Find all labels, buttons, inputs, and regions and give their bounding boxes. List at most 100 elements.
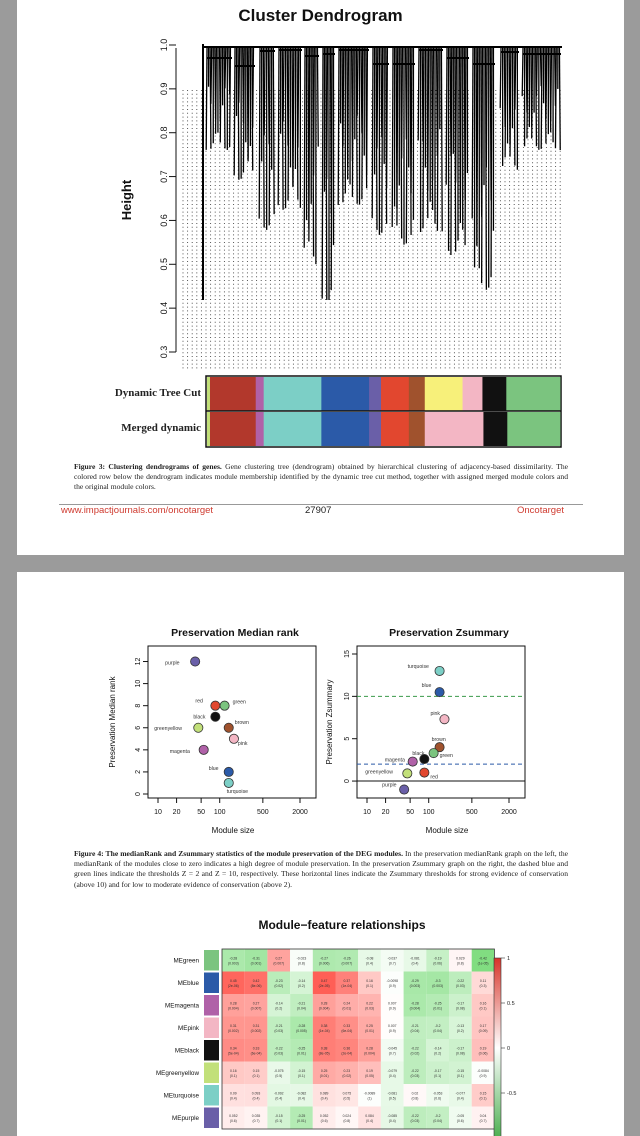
heatmap-cell-pvalue: (1e-04) — [341, 984, 352, 988]
heatmap-cell — [471, 1106, 495, 1129]
heatmap-cell-value: -0.15 — [298, 1069, 306, 1073]
heatmap-cell-value: -0.28 — [411, 1001, 419, 1005]
heatmap-cell-pvalue: (0.4) — [389, 1074, 396, 1078]
heatmap-cell-value: -0.23 — [275, 979, 283, 983]
heatmap-cell-value: -0.15 — [456, 1069, 464, 1073]
heatmap-cell — [290, 1016, 313, 1039]
heatmap-cell-value: -0.0089 — [364, 1091, 376, 1095]
heatmap-cell — [449, 1084, 472, 1107]
heatmap-row-label: MEturquoise — [164, 1092, 200, 1099]
heatmap-cell-pvalue: (0.03) — [274, 1029, 283, 1033]
heatmap-cell-value: 0.035 — [252, 1114, 261, 1118]
heatmap-cell-pvalue: (0.03) — [274, 1051, 283, 1055]
module-feature-heatmap: MEgreen -0.28(0.003)-0.31(0.001)0.27(0.00… — [156, 948, 516, 1136]
heatmap-cell-value: 0.024 — [343, 1114, 352, 1118]
heatmap-cell-pvalue: (0.4) — [321, 1096, 328, 1100]
heatmap-cell — [222, 949, 245, 972]
footer-journal-url[interactable]: www.impactjournals.com/oncotarget — [61, 505, 214, 516]
heatmap-cell-pvalue: (0.004) — [364, 1051, 375, 1055]
heatmap-cell-pvalue: (0.01) — [320, 1074, 329, 1078]
heatmap-row-label: MEpurple — [172, 1115, 199, 1122]
heatmap-cell — [290, 1106, 313, 1129]
heatmap-cell-value: -0.15 — [275, 1114, 283, 1118]
heatmap-cell — [244, 1039, 268, 1062]
heatmap-cell-pvalue: (0.01) — [365, 1029, 374, 1033]
zsummary-point-label: purple — [382, 783, 397, 789]
y-tick-label: 10 — [135, 680, 142, 688]
heatmap-row-label: MEmagenta — [165, 1002, 199, 1009]
heatmap-cell — [290, 994, 313, 1017]
heatmap-cell-value: -0.045 — [387, 1046, 397, 1050]
figure-3-caption-body: Gene clustering tree (dendrogram) obtain… — [74, 462, 568, 492]
module-color-segment — [263, 377, 322, 411]
heatmap-cell-value: -0.28 — [229, 956, 237, 960]
module-color-segment — [381, 377, 410, 411]
heatmap-cell — [426, 971, 449, 994]
heatmap-cell — [449, 1061, 472, 1084]
dendrogram-y-tick: 0.9 — [159, 83, 169, 96]
heatmap-cell-value: 0.084 — [365, 1114, 374, 1118]
heatmap-cell-pvalue: (0.1) — [366, 984, 373, 988]
median-rank-y-label: Preservation Median rank — [108, 675, 117, 767]
heatmap-cell-pvalue: (0.006) — [319, 961, 330, 965]
x-tick-label: 100 — [423, 809, 435, 816]
heatmap-cell-pvalue: (0.01) — [297, 1051, 306, 1055]
heatmap-cell-pvalue: (0.7) — [480, 1119, 487, 1123]
heatmap-cell — [267, 994, 291, 1017]
heatmap-cell-pvalue: (0.1) — [457, 1074, 464, 1078]
heatmap-cell — [449, 949, 472, 972]
heatmap-cell-value: 0.33 — [253, 1046, 260, 1050]
heatmap-cell — [222, 1106, 245, 1129]
heatmap-cell — [244, 994, 268, 1017]
heatmap-cell-value: 0.052 — [320, 1114, 329, 1118]
heatmap-cell-value: 0.052 — [229, 1114, 238, 1118]
heatmap-cell — [335, 971, 359, 994]
module-color-segment — [255, 412, 265, 446]
heatmap-cell-pvalue: (2e-05) — [319, 984, 330, 988]
heatmap-cell-pvalue: (0.007) — [341, 961, 352, 965]
dendrogram-y-ticks: 1.0 0.9 0.8 0.7 0.6 0.5 0.4 0.3 — [159, 39, 176, 358]
heatmap-cell-value: 0.22 — [366, 1001, 373, 1005]
heatmap-cell — [403, 1106, 427, 1129]
heatmap-cell-pvalue: (0.004) — [410, 1006, 421, 1010]
heatmap-cell-pvalue: (0.6) — [321, 1119, 328, 1123]
module-color-segment — [321, 377, 370, 411]
journal-page-2: Preservation Median rank Preservation Me… — [17, 572, 624, 1136]
median-rank-axes: 0 2 4 6 8 10 12 10 20 50 100 500 2000 — [135, 658, 308, 816]
heatmap-cell — [244, 1084, 268, 1107]
heatmap-cell-pvalue: (2e-06) — [228, 984, 239, 988]
y-tick-label: 4 — [135, 748, 142, 752]
heatmap-cell-value: -0.023 — [297, 956, 307, 960]
heatmap-cell — [358, 1084, 381, 1107]
heatmap-cell — [222, 1016, 245, 1039]
zsummary-y-label: Preservation Zsummary — [325, 680, 334, 765]
heatmap-cell — [267, 1106, 291, 1129]
module-color-segment — [207, 412, 211, 446]
heatmap-cell-value: 0.15 — [480, 1091, 487, 1095]
merged-dynamic-label: Merged dynamic — [121, 422, 201, 434]
zsummary-point-black — [419, 754, 430, 765]
heatmap-cell-value: -0.05 — [456, 1114, 464, 1118]
median-rank-point-label: purple — [165, 661, 180, 667]
heatmap-cell-pvalue: (0.002) — [251, 1029, 262, 1033]
heatmap-cell-pvalue: (0.4) — [366, 961, 373, 965]
heatmap-cell-pvalue: (0.005) — [296, 1029, 307, 1033]
heatmap-cell — [267, 1039, 291, 1062]
heatmap-cell-value: 0.15 — [253, 1069, 260, 1073]
dendrogram-branches — [202, 44, 562, 301]
heatmap-cell-value: -0.17 — [456, 1001, 464, 1005]
heatmap-cell — [426, 949, 449, 972]
heatmap-cell — [471, 949, 495, 972]
heatmap-cell-value: 0.007 — [388, 1001, 397, 1005]
heatmap-cell-value: 0.23 — [344, 1069, 351, 1073]
heatmap-cell — [244, 971, 268, 994]
heatmap-cell-value: 0.029 — [456, 956, 465, 960]
median-rank-point-label: black — [193, 715, 206, 721]
zsummary-points: turquoise blue pink brown green black magenta g… — [365, 664, 453, 795]
figure-3-caption: Figure 3: Clustering dendrograms of gene… — [74, 462, 568, 493]
heatmap-cell-pvalue: (0.01) — [297, 1119, 306, 1123]
zsummary-point-label: greenyellow — [365, 769, 393, 775]
heatmap-row-color — [204, 1062, 219, 1083]
heatmap-cell-value: -0.31 — [252, 956, 260, 960]
heatmap-cell-value: -0.25 — [298, 1114, 306, 1118]
